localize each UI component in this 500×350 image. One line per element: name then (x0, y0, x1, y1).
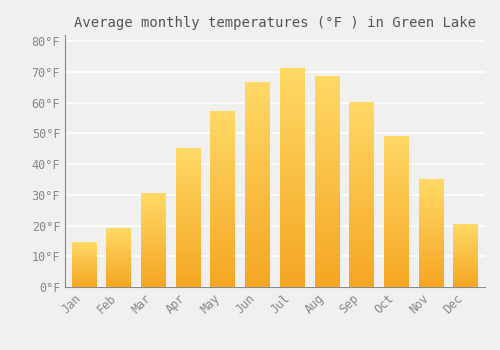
Title: Average monthly temperatures (°F ) in Green Lake: Average monthly temperatures (°F ) in Gr… (74, 16, 476, 30)
